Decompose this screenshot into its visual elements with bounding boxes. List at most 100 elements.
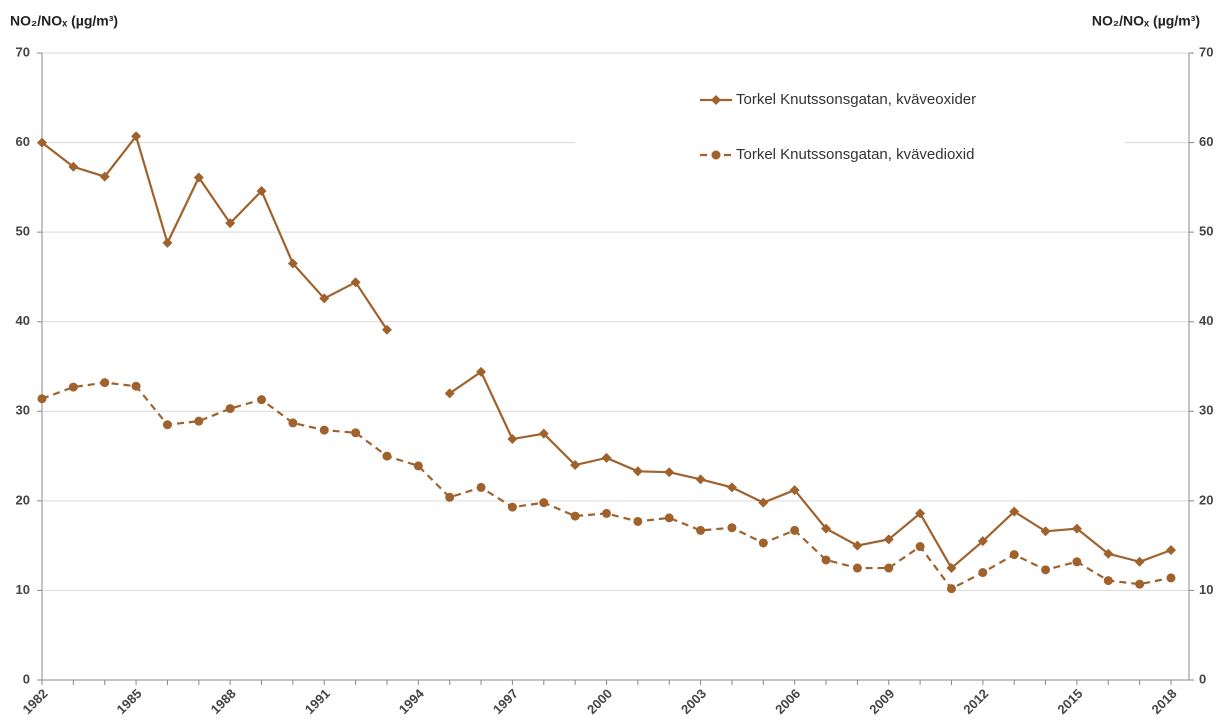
data-point (570, 460, 581, 471)
data-point (162, 237, 173, 248)
data-point (946, 584, 956, 594)
data-point (1166, 573, 1176, 583)
x-tick-label: 2018 (1148, 686, 1179, 717)
x-tick-label: 2003 (678, 686, 709, 717)
y-tick-label: 50 (16, 224, 30, 239)
data-point (37, 137, 47, 148)
data-point (1166, 545, 1176, 556)
y2-axis-title: NO₂/NOₓ (µg/m³) (1092, 13, 1200, 29)
x-tick-label: 2012 (960, 686, 991, 717)
data-point (225, 218, 236, 229)
y2-tick-label: 20 (1199, 492, 1213, 507)
data-point (445, 492, 455, 502)
data-point (789, 485, 800, 496)
y-tick-label: 0 (23, 671, 30, 686)
data-point (37, 394, 47, 404)
x-tick-label: 1991 (302, 686, 333, 717)
data-point (1009, 506, 1020, 517)
data-point (790, 525, 800, 535)
y-tick-label: 20 (16, 492, 30, 507)
y-tick-label: 40 (16, 313, 30, 328)
x-tick-label: 2006 (772, 686, 803, 717)
data-point (915, 542, 925, 552)
data-point (664, 513, 674, 523)
y-tick-label: 70 (16, 44, 30, 59)
data-point (225, 404, 235, 414)
legend-label: Torkel Knutssonsgatan, kvävedioxid (736, 146, 974, 163)
data-point (351, 428, 361, 438)
data-point (696, 525, 706, 535)
x-tick-label: 2009 (866, 686, 897, 717)
y2-tick-label: 50 (1199, 224, 1213, 239)
data-point (99, 171, 110, 182)
data-point (100, 378, 110, 388)
data-point (727, 523, 737, 533)
x-tick-label: 2000 (584, 686, 615, 717)
series-line (41, 381, 1172, 591)
y2-tick-label: 30 (1199, 403, 1213, 418)
data-point (977, 536, 988, 547)
y-tick-label: 30 (16, 403, 30, 418)
data-point (193, 172, 204, 183)
y2-tick-label: 60 (1199, 134, 1213, 149)
x-tick-label: 1988 (208, 686, 239, 717)
data-point (946, 563, 957, 574)
x-tick-label: 1982 (19, 686, 50, 717)
data-point (287, 258, 298, 269)
data-point (821, 523, 832, 534)
data-point (1009, 550, 1019, 560)
data-point (476, 366, 487, 377)
data-point (381, 324, 392, 335)
data-point (131, 381, 141, 391)
data-point (570, 511, 580, 521)
x-tick-label: 1997 (490, 686, 521, 717)
x-tick-label: 1985 (114, 686, 145, 717)
y2-tick-label: 10 (1199, 582, 1213, 597)
x-tick-label: 1994 (396, 685, 428, 717)
y-axis-title: NO₂/NOₓ (µg/m³) (10, 13, 118, 29)
data-point (257, 395, 267, 405)
data-point (1103, 576, 1113, 586)
data-point (632, 466, 643, 477)
data-point (68, 382, 78, 392)
x-tick-label: 2015 (1054, 686, 1085, 717)
data-point (131, 131, 142, 142)
data-point (350, 277, 361, 288)
data-point (821, 555, 831, 565)
data-point (162, 420, 172, 430)
data-point (664, 467, 675, 478)
data-point (1071, 523, 1082, 534)
data-point (1135, 579, 1145, 589)
legend-label: Torkel Knutssonsgatan, kväveoxider (736, 91, 976, 108)
data-point (539, 498, 549, 508)
legend-marker (711, 150, 721, 160)
y2-tick-label: 40 (1199, 313, 1213, 328)
legend-marker (711, 95, 721, 105)
series-line (41, 133, 1172, 570)
data-point (1072, 557, 1082, 567)
data-point (758, 497, 769, 508)
data-point (1103, 548, 1114, 559)
data-point (1041, 565, 1051, 575)
data-point (852, 540, 863, 551)
data-point (883, 534, 894, 545)
data-point (758, 538, 768, 548)
data-point (602, 508, 611, 518)
data-point (444, 388, 455, 399)
data-point (601, 452, 612, 463)
data-point (256, 185, 267, 196)
data-point (319, 293, 330, 304)
data-point (726, 482, 737, 493)
data-point (476, 482, 486, 492)
data-point (507, 434, 518, 445)
legend-box (575, 75, 1125, 185)
data-point (538, 428, 549, 439)
data-point (507, 502, 517, 512)
y2-tick-label: 70 (1199, 44, 1213, 59)
legend: Torkel Knutssonsgatan, kväveoxider Torkel… (575, 75, 1125, 185)
data-point (978, 568, 988, 578)
data-point (194, 416, 204, 426)
data-point (1134, 556, 1145, 567)
data-point (915, 508, 926, 519)
data-point (1040, 526, 1051, 537)
